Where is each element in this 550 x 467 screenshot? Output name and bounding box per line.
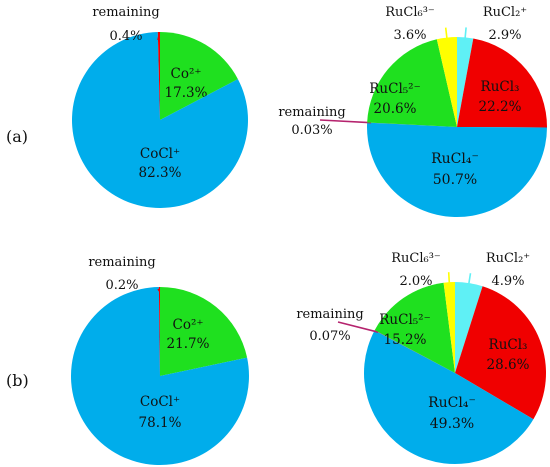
slice-value-rucl3: 22.2% bbox=[479, 99, 522, 115]
leader-line-rucl63 bbox=[444, 27, 449, 42]
pie-slice-co2 bbox=[160, 32, 238, 120]
leader-line-remaining bbox=[157, 288, 161, 292]
leader-line-remaining bbox=[337, 321, 379, 333]
pie-a-ruthenium-species: RuCl₂⁺ 2.9% RuCl₃ 22.2% RuCl₄⁻ 50.7% remaining… bbox=[278, 5, 548, 218]
pie-slice-rucl2 bbox=[455, 282, 483, 373]
slice-name-rucl4: RuCl₄⁻ bbox=[428, 395, 476, 411]
slice-name-cocl: CoCl⁺ bbox=[140, 394, 180, 410]
pie-slice-rucl63 bbox=[443, 282, 455, 373]
pie-b-cobalt-species: Co²⁺ 21.7% CoCl⁺ 78.1% remaining 0.2% bbox=[70, 255, 249, 466]
pie-b-ruthenium-species: RuCl₂⁺ 4.9% RuCl₃ 28.6% RuCl₄⁻ 49.3% remaining… bbox=[296, 251, 547, 465]
slice-value-rucl4: 50.7% bbox=[433, 172, 477, 188]
slice-name-remaining: remaining bbox=[88, 255, 155, 270]
slice-name-co2: Co²⁺ bbox=[173, 317, 204, 333]
slice-value-rucl63: 3.6% bbox=[393, 28, 426, 43]
pie-slice-cocl bbox=[70, 287, 249, 466]
slice-value-co2: 21.7% bbox=[167, 336, 210, 352]
pie-slice-remaining bbox=[374, 330, 455, 373]
slice-name-rucl2: RuCl₂⁺ bbox=[483, 5, 527, 20]
slice-value-rucl2: 2.9% bbox=[488, 28, 521, 43]
slice-value-remaining: 0.07% bbox=[309, 329, 350, 344]
pie-slice-rucl52 bbox=[367, 39, 457, 127]
slice-value-rucl63: 2.0% bbox=[399, 274, 432, 289]
slice-name-rucl52: RuCl₅²⁻ bbox=[369, 81, 420, 97]
slice-name-rucl52: RuCl₅²⁻ bbox=[379, 312, 430, 328]
leader-line-rucl2 bbox=[467, 273, 472, 288]
slice-name-rucl4: RuCl₄⁻ bbox=[431, 151, 479, 167]
pie-slice-rucl2 bbox=[457, 37, 474, 127]
slice-value-remaining: 0.4% bbox=[109, 29, 142, 44]
slice-name-rucl3: RuCl₃ bbox=[481, 79, 520, 95]
slice-value-remaining: 0.03% bbox=[291, 123, 332, 138]
leader-line-remaining bbox=[319, 119, 372, 124]
pie-slice-rucl4 bbox=[363, 330, 534, 465]
slice-value-rucl52: 20.6% bbox=[374, 101, 417, 117]
slice-value-rucl3: 28.6% bbox=[487, 357, 530, 373]
slice-name-rucl3: RuCl₃ bbox=[489, 337, 528, 353]
slice-value-co2: 17.3% bbox=[165, 85, 208, 101]
slice-value-rucl2: 4.9% bbox=[491, 274, 524, 289]
pie-slice-cocl bbox=[71, 32, 248, 209]
slice-name-rucl63: RuCl₆³⁻ bbox=[385, 5, 435, 20]
slice-value-rucl52: 15.2% bbox=[384, 332, 427, 348]
pie-slice-rucl3 bbox=[457, 38, 548, 128]
slice-name-co2: Co²⁺ bbox=[171, 66, 202, 82]
pie-slice-remaining bbox=[157, 32, 160, 120]
slice-value-rucl4: 49.3% bbox=[430, 416, 474, 432]
pie-slice-rucl63 bbox=[436, 37, 457, 127]
panel-label-a: (a) bbox=[6, 127, 28, 146]
pie-slice-rucl52 bbox=[374, 282, 455, 373]
slice-name-rucl2: RuCl₂⁺ bbox=[486, 251, 530, 266]
leader-line-remaining bbox=[157, 35, 160, 41]
panel-label-b: (b) bbox=[6, 371, 29, 390]
pie-a-cobalt-species: Co²⁺ 17.3% CoCl⁺ 82.3% remaining 0.4% bbox=[71, 5, 248, 209]
slice-value-cocl: 78.1% bbox=[139, 415, 182, 431]
pie-slice-rucl3 bbox=[455, 286, 547, 420]
leader-line-rucl63 bbox=[447, 272, 451, 287]
slice-name-rucl63: RuCl₆³⁻ bbox=[391, 251, 441, 266]
slice-name-remaining: remaining bbox=[296, 307, 363, 322]
slice-name-remaining: remaining bbox=[278, 105, 345, 120]
pie-slice-remaining bbox=[158, 287, 160, 376]
pie-slice-co2 bbox=[160, 287, 248, 376]
slice-value-cocl: 82.3% bbox=[139, 165, 182, 181]
slice-name-remaining: remaining bbox=[92, 5, 159, 20]
slice-name-cocl: CoCl⁺ bbox=[140, 146, 180, 162]
pie-slice-remaining bbox=[367, 122, 457, 127]
slice-value-remaining: 0.2% bbox=[105, 278, 138, 293]
pie-slice-rucl4 bbox=[367, 122, 547, 218]
leader-line-rucl2 bbox=[464, 27, 467, 42]
